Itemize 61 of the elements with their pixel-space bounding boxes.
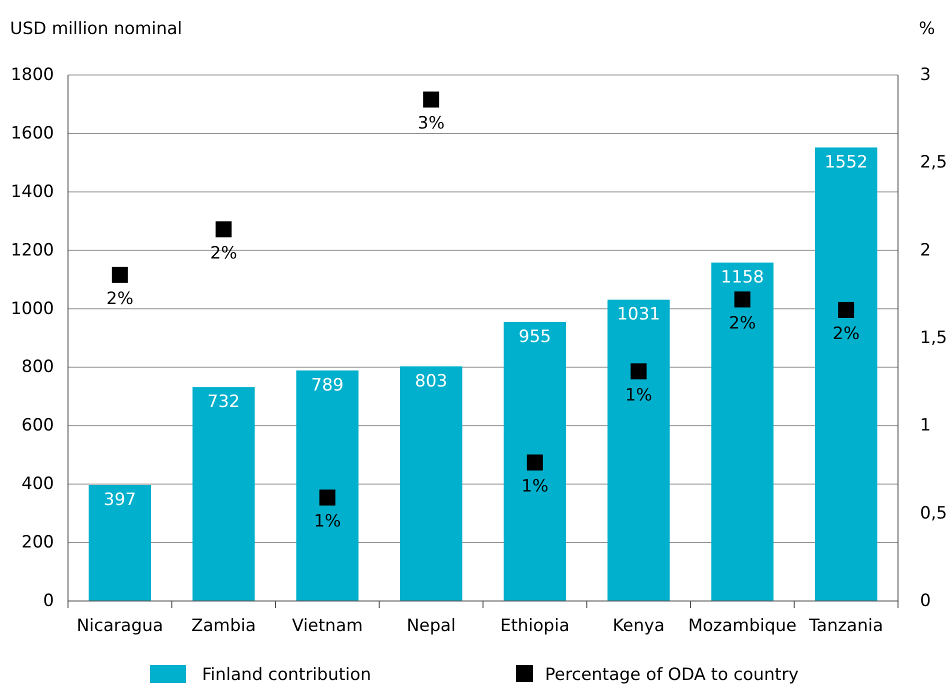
x-tick-label: Tanzania [808,616,884,636]
bar [711,262,774,601]
y2-tick-label: 0 [920,591,931,611]
y2-tick-label: 1 [920,416,931,436]
data-label: 732 [207,392,240,412]
bar [815,147,878,601]
x-tick-label: Ethiopia [500,616,570,636]
x-tick-label: Kenya [612,616,665,636]
y-tick-label: 1000 [10,298,54,319]
point [734,291,750,308]
bar [192,387,255,601]
point [630,363,647,380]
y2-tick-label: 1,5 [920,328,948,348]
y-tick-label: 600 [22,416,54,436]
y2-tick-label: 2,5 [920,152,948,173]
point [526,454,543,470]
data-label: 1552 [824,152,868,172]
x-tick-label: Vietnam [292,616,363,636]
y2-axis-title: % [918,19,935,39]
y-tick-label: 1800 [10,65,54,85]
data-label: 3% [418,114,445,134]
y2-tick-label: 3 [920,65,931,85]
bar [88,484,151,601]
bar [504,322,566,601]
point [216,221,232,238]
y2-tick-label: 0,5 [920,503,948,524]
data-label: 1031 [616,304,660,325]
legend-label: Percentage of ODA to country [545,665,799,685]
x-tick-label: Mozambique [688,616,797,636]
point [112,266,128,283]
y-tick-label: 1200 [10,240,54,260]
data-label: 1% [521,476,548,496]
data-label: 955 [518,326,552,347]
y-tick-label: 800 [22,357,54,378]
data-label: 397 [104,490,136,510]
data-label: 2% [210,243,238,264]
x-tick-label: Zambia [191,616,256,636]
data-label: 789 [311,375,344,396]
y-axis-title: USD million nominal [10,19,182,39]
y-tick-label: 1400 [10,182,54,202]
point [423,92,440,108]
bar [296,370,358,601]
x-tick-label: Nepal [406,616,456,636]
bar [400,366,462,601]
data-label: 2% [106,288,134,309]
data-label: 1% [625,385,652,406]
y2-tick-label: 2 [920,240,931,260]
y-tick-label: 0 [43,591,54,611]
legend-label: Finland contribution [202,665,372,685]
data-label: 803 [414,371,448,392]
point [319,490,336,506]
data-label: 1158 [720,268,764,288]
x-tick-label: Nicaragua [76,616,164,636]
data-label: 1% [314,512,341,532]
y-tick-label: 200 [22,532,54,553]
y-tick-label: 1600 [10,123,54,144]
data-label: 2% [832,324,860,344]
y-tick-label: 400 [22,474,54,494]
point [838,302,854,318]
data-label: 2% [728,313,756,334]
bar [608,300,670,601]
